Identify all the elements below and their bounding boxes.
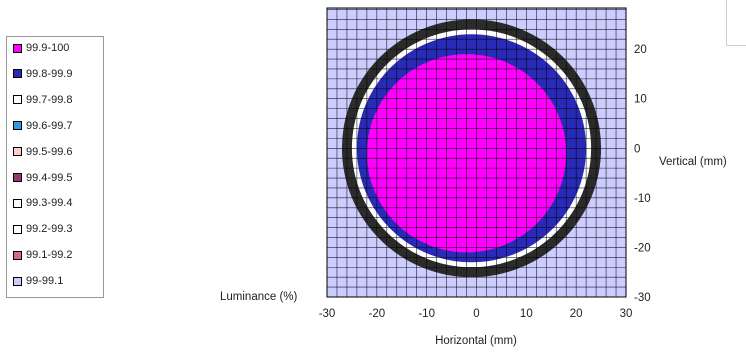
legend-swatch: [13, 224, 22, 234]
plot-area: [326, 7, 627, 298]
corner-frame: [726, 0, 746, 46]
legend-swatch: [13, 121, 22, 131]
legend-label: 99.6-99.7: [26, 119, 73, 132]
legend-swatch: [13, 69, 22, 79]
y-tick-label: 0: [634, 143, 640, 155]
y-tick-label: -10: [634, 193, 651, 205]
x-tick-label: -10: [418, 308, 435, 320]
legend-swatch: [13, 95, 22, 105]
legend-label: 99-99.1: [26, 275, 64, 288]
legend-item: 99.8-99.9: [13, 67, 72, 81]
legend-label: 99.7-99.8: [26, 93, 73, 106]
legend-swatch: [13, 43, 22, 53]
x-tick-label: -20: [369, 308, 386, 320]
plot-frame: [326, 7, 627, 298]
legend-swatch: [13, 250, 22, 260]
legend-item: 99.7-99.8: [13, 93, 72, 107]
legend-item: 99.4-99.5: [13, 171, 72, 185]
legend-label: 99.8-99.9: [26, 67, 73, 80]
legend-label: 99.5-99.6: [26, 145, 73, 158]
legend-item: 99.3-99.4: [13, 196, 72, 210]
legend-swatch: [13, 198, 22, 208]
legend-label: 99.9-100: [26, 42, 70, 54]
z-axis-title: Luminance (%): [220, 291, 298, 303]
x-tick-label: 30: [620, 308, 633, 320]
x-tick-label: -30: [319, 308, 336, 320]
legend-swatch: [13, 173, 22, 182]
y-tick-label: -30: [634, 292, 651, 304]
x-axis-title: Horizontal (mm): [435, 335, 517, 347]
y-axis-title: Vertical (mm): [659, 156, 727, 168]
chart-legend: 99.9-100 99.8-99.9 99.7-99.8 99.6-99.7 99.5-…: [6, 36, 104, 298]
legend-item: 99-99.1: [13, 274, 63, 288]
y-tick-label: 20: [634, 44, 647, 56]
y-tick-label: 10: [634, 94, 647, 106]
x-tick-label: 20: [570, 308, 583, 320]
legend-item: 99.6-99.7: [13, 119, 72, 133]
legend-label: 99.1-99.2: [26, 249, 73, 262]
legend-label: 99.4-99.5: [26, 171, 73, 184]
legend-label: 99.3-99.4: [26, 197, 73, 210]
x-tick-label: 10: [520, 308, 533, 320]
y-tick-label: -20: [634, 242, 651, 254]
legend-swatch: [13, 276, 22, 286]
legend-item: 99.2-99.3: [13, 222, 72, 236]
legend-item: 99.1-99.2: [13, 248, 72, 262]
legend-item: 99.5-99.6: [13, 145, 72, 159]
legend-label: 99.2-99.3: [26, 223, 73, 236]
legend-item: 99.9-100: [13, 41, 69, 55]
x-tick-label: 0: [473, 308, 479, 320]
legend-swatch: [13, 147, 22, 157]
